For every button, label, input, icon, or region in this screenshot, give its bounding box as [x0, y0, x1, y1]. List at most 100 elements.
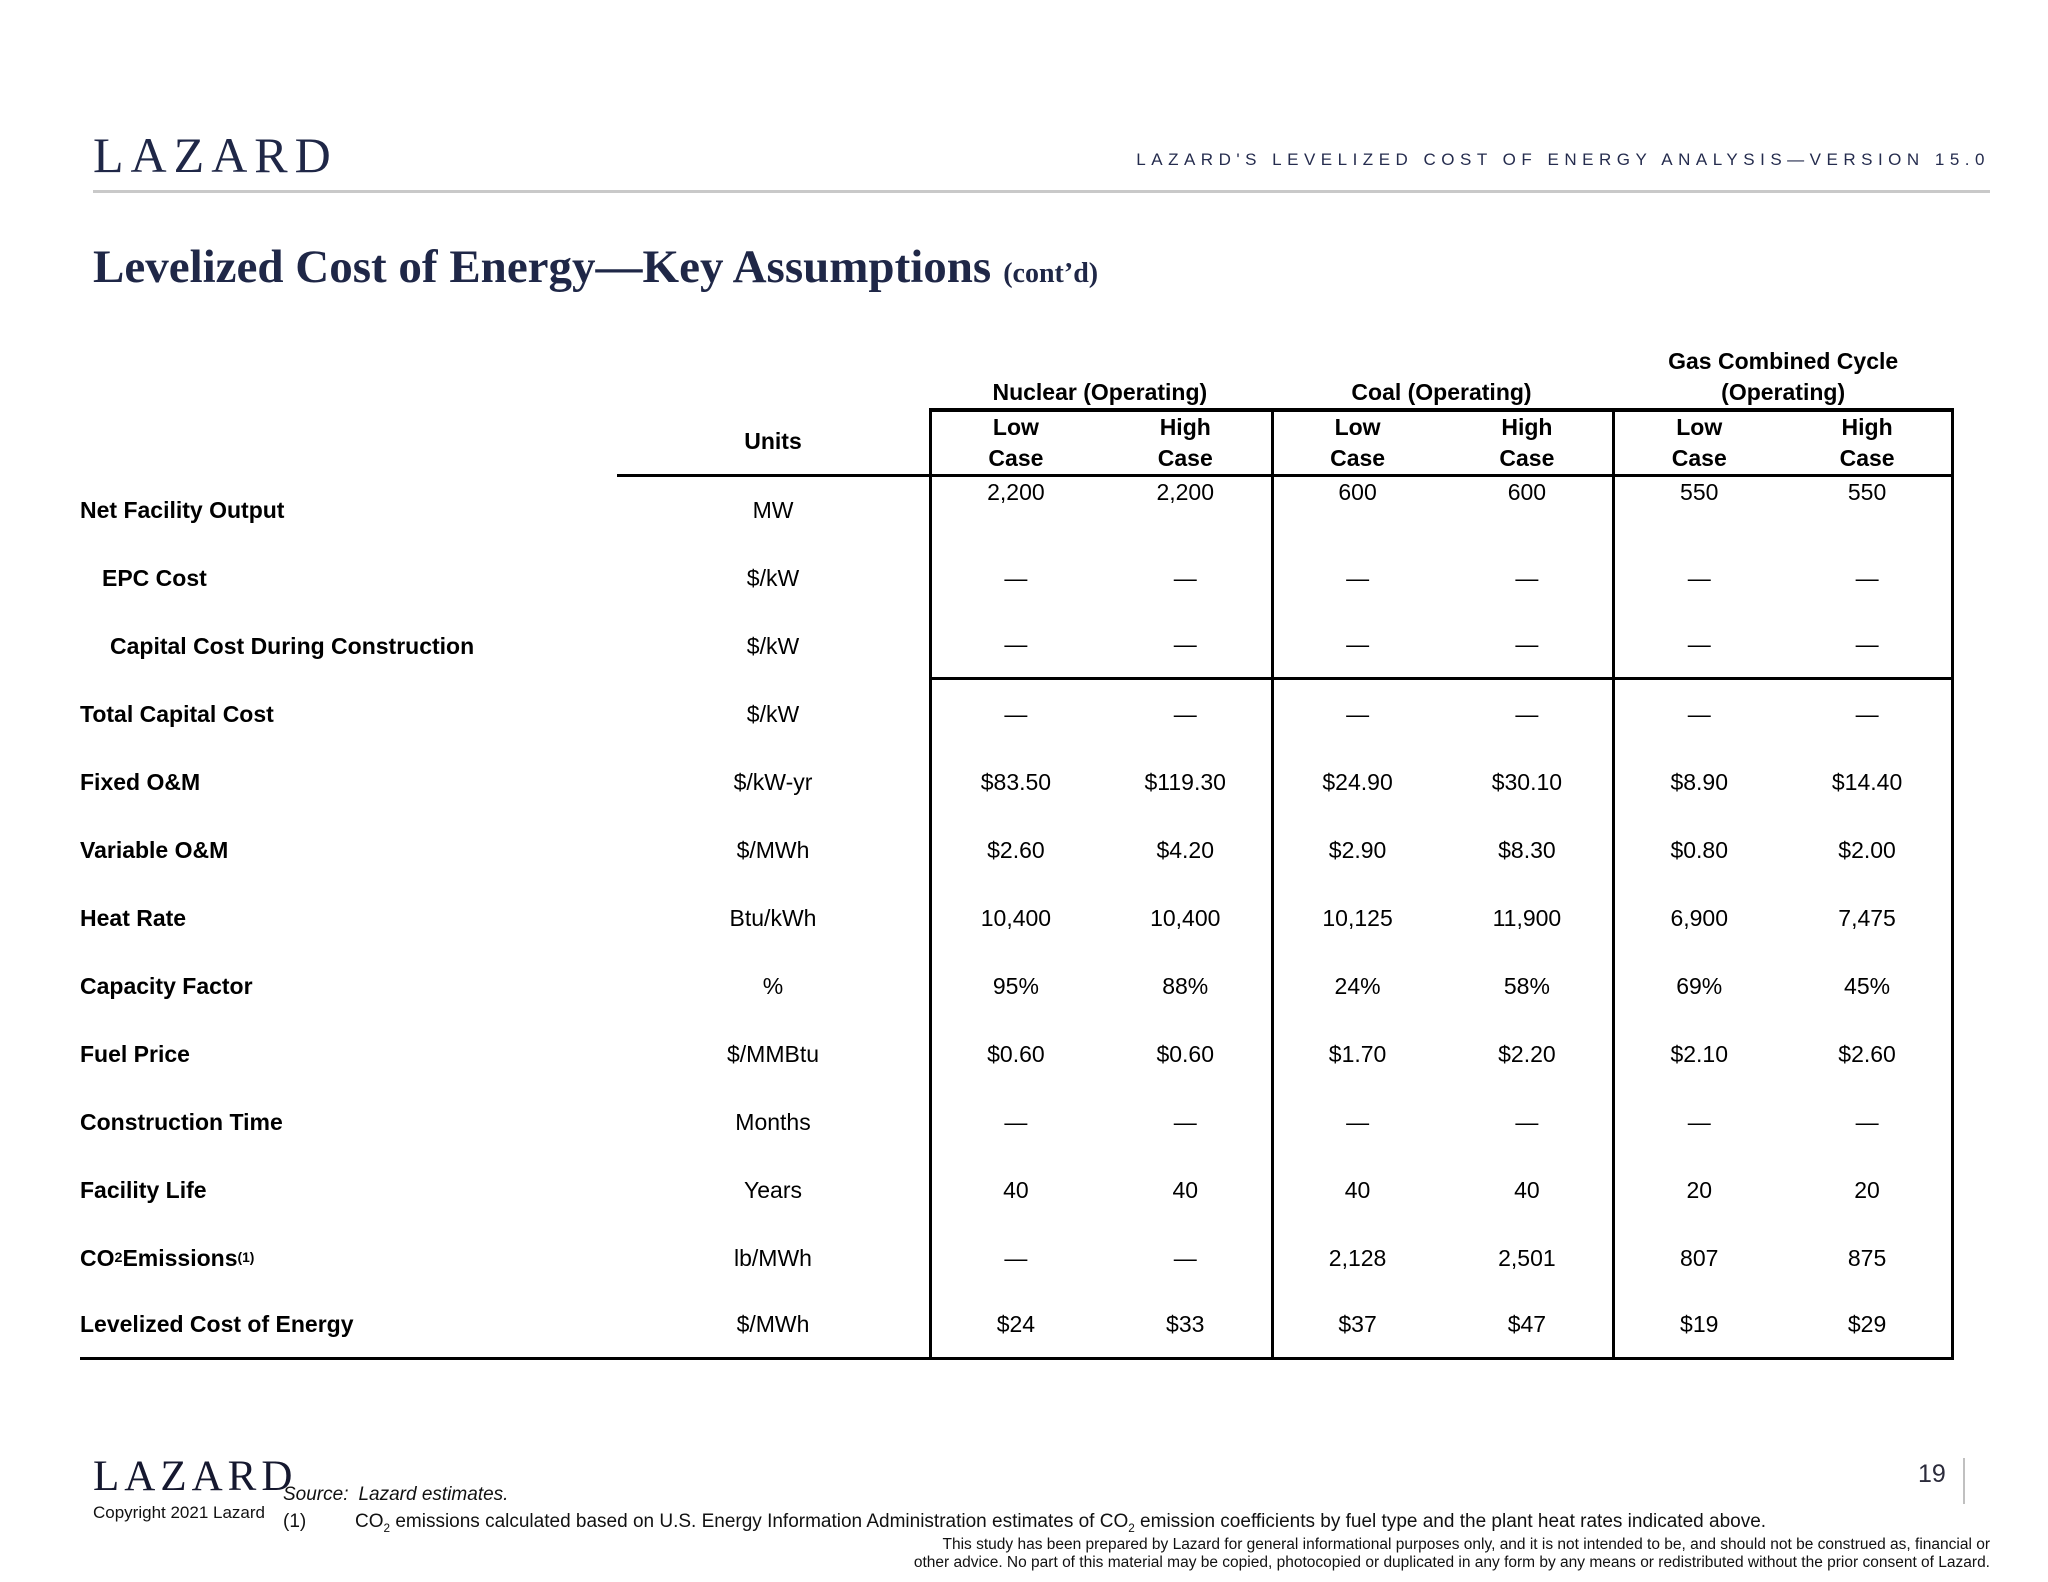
- value-cell: —: [1612, 1088, 1783, 1156]
- value-cell: —: [1270, 544, 1442, 612]
- row-label: CO 2 Emissions (1): [80, 1244, 255, 1271]
- coal-high-case-header: High Case: [1441, 408, 1613, 477]
- value-cell: —: [1173, 564, 1197, 591]
- footnote-marker: (1): [283, 1511, 307, 1532]
- group-header-nuclear: Nuclear (Operating): [992, 378, 1208, 405]
- value-cell: $0.80: [1612, 816, 1783, 884]
- units-cell: Btu/kWh: [729, 904, 817, 931]
- value-cell: 88%: [1162, 972, 1209, 999]
- row-label: Capital Cost During Construction: [110, 632, 475, 659]
- value-cell: $19: [1612, 1292, 1784, 1360]
- row-label: Construction Time: [80, 1108, 283, 1135]
- value-cell: $37: [1270, 1292, 1442, 1360]
- row-label: Total Capital Cost: [80, 700, 274, 727]
- value-cell: 45%: [1783, 952, 1954, 1020]
- value-cell: 58%: [1503, 972, 1550, 999]
- units-cell: Years: [744, 1176, 802, 1203]
- value-cell: $2.10: [1612, 1020, 1783, 1088]
- value-cell: 2,501: [1498, 1244, 1556, 1271]
- value-cell: —: [1612, 544, 1783, 612]
- value-cell: $0.60: [929, 1020, 1100, 1088]
- units-cell: %: [762, 972, 784, 999]
- value-cell: —: [929, 1088, 1100, 1156]
- units-column-header: Units: [617, 408, 929, 477]
- value-cell: —: [1783, 680, 1954, 748]
- value-cell: —: [929, 1224, 1100, 1292]
- value-cell: $24.90: [1270, 748, 1442, 816]
- value-cell: $2.00: [1783, 816, 1954, 884]
- disclaimer-line-2: other advice. No part of this material m…: [913, 1554, 1990, 1571]
- value-cell: $2.60: [929, 816, 1100, 884]
- page-number-divider: [1963, 1458, 1965, 1504]
- value-cell: 20: [1783, 1156, 1954, 1224]
- value-cell: $29: [1783, 1292, 1954, 1360]
- value-cell: 2,200: [929, 476, 1100, 544]
- units-cell: MW: [752, 496, 794, 523]
- lazard-logo: LAZARD: [93, 127, 338, 183]
- value-cell: —: [1612, 612, 1784, 680]
- row-label: Net Facility Output: [80, 496, 285, 523]
- value-cell: 600: [1507, 479, 1547, 505]
- value-cell: $1.70: [1270, 1020, 1442, 1088]
- value-cell: $33: [1099, 1292, 1271, 1360]
- value-cell: 550: [1612, 476, 1783, 544]
- units-cell: Months: [735, 1108, 811, 1135]
- value-cell: —: [929, 544, 1100, 612]
- value-cell: —: [1441, 612, 1613, 680]
- value-cell: $4.20: [1156, 836, 1215, 863]
- value-cell: $119.30: [1144, 768, 1226, 795]
- value-cell: 875: [1783, 1224, 1954, 1292]
- nuclear-low-case-header: Low Case: [929, 408, 1100, 477]
- units-cell: $/kW: [746, 564, 800, 591]
- value-cell: 2,128: [1270, 1224, 1442, 1292]
- row-label: Facility Life: [80, 1176, 207, 1203]
- value-cell: 95%: [929, 952, 1100, 1020]
- row-label: Capacity Factor: [80, 972, 253, 999]
- value-cell: 10,400: [929, 884, 1100, 952]
- assumptions-table: Nuclear (Operating) Coal (Operating) Gas…: [80, 340, 1954, 1360]
- value-cell: —: [1783, 1088, 1954, 1156]
- value-cell: —: [1173, 1108, 1197, 1135]
- disclaimer-line-1: This study has been prepared by Lazard f…: [942, 1536, 1990, 1553]
- value-cell: —: [929, 612, 1100, 680]
- group-header-gas: Gas Combined Cycle (Operating): [1668, 348, 1899, 405]
- page-number: 19: [1918, 1460, 1946, 1488]
- value-cell: —: [1612, 680, 1783, 748]
- value-cell: —: [1515, 700, 1539, 727]
- value-cell: —: [1173, 700, 1197, 727]
- row-label: EPC Cost: [102, 564, 207, 591]
- value-cell: $2.90: [1270, 816, 1442, 884]
- value-cell: —: [1173, 1244, 1197, 1271]
- value-cell: 40: [1172, 1176, 1199, 1203]
- units-cell: $/kW: [746, 700, 800, 727]
- value-cell: $24: [929, 1292, 1100, 1360]
- coal-low-case-header: Low Case: [1270, 408, 1442, 477]
- gas-low-case-header: Low Case: [1612, 408, 1784, 477]
- value-cell: 40: [1514, 1176, 1540, 1203]
- value-cell: $47: [1441, 1292, 1613, 1360]
- value-cell: 550: [1783, 476, 1954, 544]
- source-text: Lazard estimates.: [358, 1484, 509, 1505]
- page-title: Levelized Cost of Energy—Key Assumptions…: [93, 240, 1098, 294]
- footer-copyright: Copyright 2021 Lazard: [93, 1503, 266, 1522]
- source-label: Source:: [283, 1484, 349, 1505]
- page-title-main: Levelized Cost of Energy—Key Assumptions: [93, 241, 992, 293]
- value-cell: $83.50: [929, 748, 1100, 816]
- value-cell: 69%: [1612, 952, 1783, 1020]
- nuclear-high-case-header: High Case: [1099, 408, 1271, 477]
- disclaimer: This study has been prepared by Lazard f…: [914, 1536, 1990, 1572]
- group-header-coal: Coal (Operating): [1351, 378, 1532, 405]
- row-label: Fuel Price: [80, 1040, 190, 1067]
- units-cell: $/kW: [746, 632, 800, 659]
- value-cell: —: [1783, 544, 1954, 612]
- value-cell: —: [1270, 612, 1442, 680]
- value-cell: —: [929, 680, 1100, 748]
- value-cell: —: [1099, 612, 1271, 680]
- value-cell: —: [1270, 1088, 1442, 1156]
- value-cell: 600: [1270, 476, 1442, 544]
- value-cell: 807: [1612, 1224, 1783, 1292]
- footnote-1: (1) CO2 emissions calculated based on U.S…: [283, 1511, 1767, 1535]
- footnote-text: CO2 emissions calculated based on U.S. E…: [355, 1511, 1767, 1535]
- gas-high-case-header: High Case: [1783, 408, 1954, 477]
